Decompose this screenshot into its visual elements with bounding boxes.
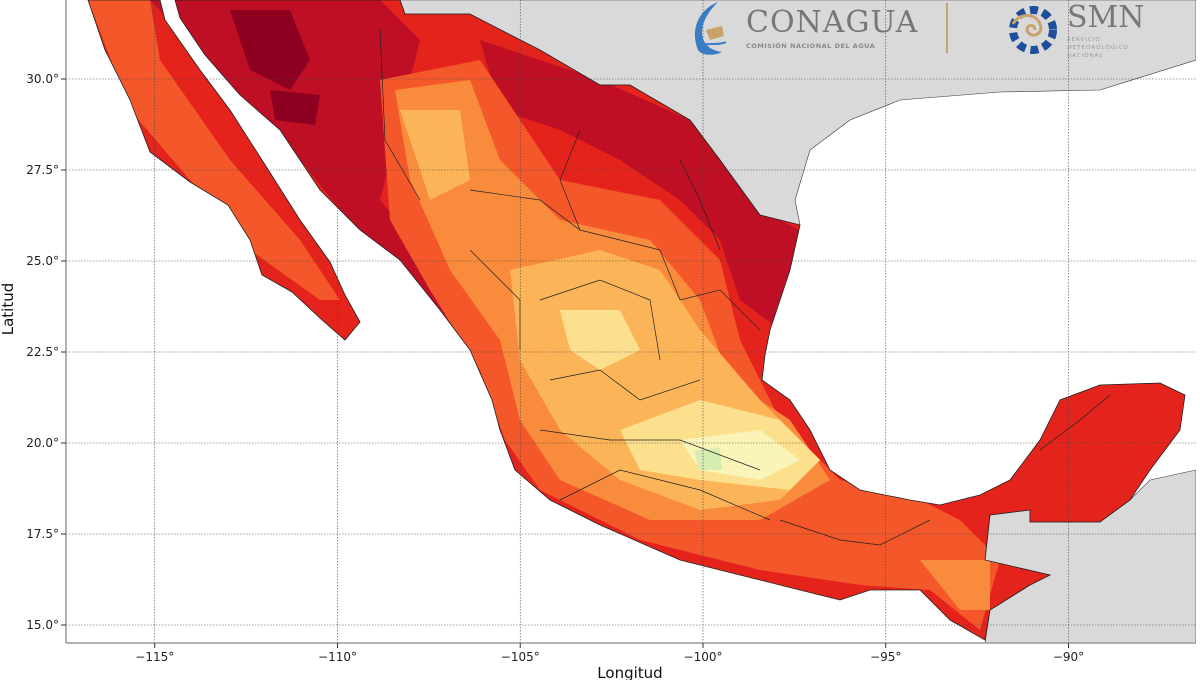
state-border (539, 279, 661, 361)
x-tick-label: −95° (870, 650, 901, 664)
conagua-emblem-icon (694, 2, 727, 55)
state-border (559, 129, 581, 231)
smn-emblem-icon (1009, 6, 1057, 54)
heat-zone (560, 310, 640, 370)
state-border (379, 29, 421, 201)
state-border (659, 249, 761, 331)
state-border (549, 369, 701, 401)
y-tick-label: 27.5° (26, 163, 59, 177)
state-border (539, 429, 761, 471)
heat-zone (695, 448, 722, 470)
conagua-logo: CONAGUA COMISIÓN NACIONAL DEL AGUA (688, 0, 949, 56)
heat-zone (270, 90, 320, 125)
x-tick-label: −90° (1053, 650, 1084, 664)
x-tick-label: −110° (318, 650, 357, 664)
smn-subtitle-1: SERVICIO (1067, 37, 1101, 43)
y-tick-label: 30.0° (26, 72, 59, 86)
heat-zone (88, 0, 340, 300)
x-axis-label: Longitud (597, 664, 662, 680)
y-axis-label: Latitud (0, 283, 17, 336)
baja-coastline (87, 0, 361, 341)
heat-zone (230, 10, 310, 90)
y-tick-label: 15.0° (26, 618, 59, 632)
heat-zone (400, 110, 470, 200)
smn-logo: SMN SERVICIO METEOROLÓGICO NACIONAL (1005, 0, 1145, 60)
y-tick-label: 22.5° (26, 345, 59, 359)
smn-subtitle-2: METEOROLÓGICO (1067, 45, 1129, 51)
heat-zone (480, 40, 800, 330)
conagua-wordmark: CONAGUA (746, 5, 919, 41)
gridlines (66, 0, 1196, 643)
y-tick-label: 17.5° (26, 527, 59, 541)
x-tick-label: −100° (684, 650, 723, 664)
mexico-coastline (174, 0, 1186, 641)
state-border (1039, 394, 1111, 451)
state-border (679, 159, 721, 251)
heat-zone (1020, 395, 1150, 510)
smn-wordmark: SMN (1067, 0, 1145, 35)
logo-divider (946, 3, 949, 53)
heat-zone (920, 560, 990, 610)
state-border (469, 189, 661, 251)
state-border (779, 519, 931, 546)
x-tick-label: −105° (501, 650, 540, 664)
conagua-subtitle: COMISIÓN NACIONAL DEL AGUA (746, 42, 876, 51)
state-border (559, 469, 771, 521)
smn-subtitle-3: NACIONAL (1067, 53, 1104, 59)
y-tick-label: 20.0° (26, 436, 59, 450)
x-tick-label: −115° (135, 650, 174, 664)
y-tick-label: 25.0° (26, 254, 59, 268)
